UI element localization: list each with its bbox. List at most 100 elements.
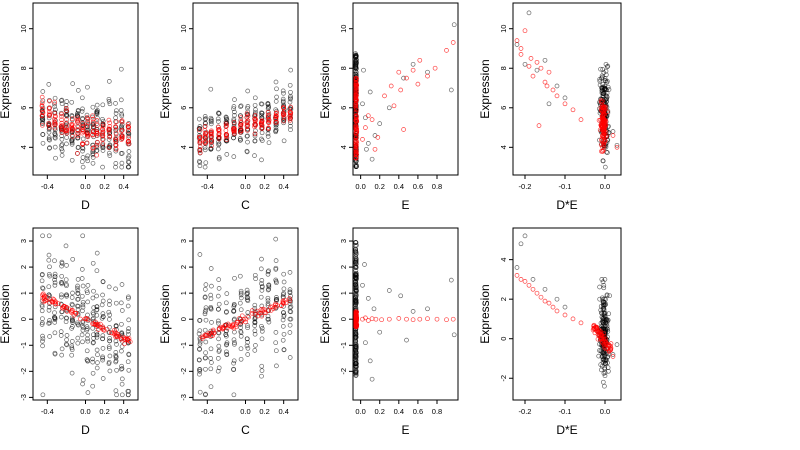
- black-data-point: [197, 124, 203, 129]
- red-data-point: [287, 109, 293, 115]
- black-data-point: [216, 306, 221, 312]
- black-data-point: [448, 277, 454, 283]
- black-data-point: [59, 273, 65, 279]
- black-data-point: [386, 288, 392, 293]
- red-data-point: [398, 87, 404, 93]
- red-data-point: [42, 298, 48, 304]
- red-data-point: [266, 126, 271, 131]
- black-data-point: [80, 339, 85, 345]
- black-data-point: [106, 309, 112, 315]
- y-tick-label: 2: [19, 265, 28, 269]
- black-data-point: [514, 42, 520, 47]
- red-data-point: [126, 135, 131, 141]
- black-data-point: [59, 153, 65, 158]
- black-data-point: [353, 69, 359, 75]
- black-data-point: [353, 287, 359, 293]
- black-data-point: [126, 295, 131, 301]
- black-data-point: [404, 337, 409, 343]
- red-data-point: [425, 316, 430, 322]
- black-data-point: [364, 146, 369, 152]
- black-data-point: [113, 324, 119, 329]
- black-data-point: [216, 330, 222, 336]
- black-data-point: [231, 104, 237, 109]
- red-data-point: [542, 298, 548, 304]
- black-data-point: [119, 164, 125, 170]
- black-data-point: [231, 360, 236, 366]
- black-data-point: [70, 317, 75, 322]
- black-data-point: [252, 328, 258, 334]
- black-data-point: [231, 302, 237, 308]
- red-data-point: [202, 133, 208, 138]
- red-data-point: [401, 127, 406, 132]
- red-data-point: [530, 286, 536, 292]
- black-data-point: [107, 312, 113, 318]
- red-data-point: [63, 121, 69, 127]
- black-data-point: [84, 112, 90, 118]
- black-data-point: [601, 282, 607, 288]
- black-data-point: [113, 300, 119, 306]
- black-data-point: [203, 305, 209, 311]
- black-data-point: [203, 366, 208, 372]
- black-data-point: [223, 328, 229, 334]
- black-data-point: [244, 336, 250, 342]
- y-tick-label: -2: [339, 368, 348, 375]
- black-data-point: [273, 348, 279, 354]
- chart-panel-1: -0.4 0.0 0.2 0.4 4 6 8 10 D Expression: [0, 2, 139, 212]
- black-data-point: [363, 340, 368, 346]
- black-data-point: [59, 97, 65, 103]
- black-data-point: [216, 301, 222, 307]
- red-data-point: [592, 325, 597, 331]
- red-data-point: [62, 303, 67, 309]
- red-data-point: [238, 122, 244, 128]
- black-data-point: [231, 358, 237, 364]
- black-data-point: [46, 271, 52, 277]
- black-data-point: [70, 302, 75, 308]
- y-tick-label: 4: [499, 258, 508, 262]
- black-data-point: [398, 293, 404, 299]
- black-data-point: [197, 371, 202, 377]
- y-tick-label: 10: [19, 25, 28, 33]
- red-data-point: [52, 116, 57, 122]
- y-axis-label: Expression: [158, 59, 172, 118]
- y-tick-label: 1: [19, 291, 28, 295]
- black-data-point: [600, 158, 606, 164]
- red-data-point: [238, 127, 244, 133]
- black-data-point: [273, 127, 279, 133]
- red-data-point: [554, 93, 560, 99]
- black-data-point: [601, 311, 607, 317]
- x-tick-label: 0.2: [99, 182, 109, 191]
- black-data-point: [353, 250, 359, 255]
- black-data-point: [94, 148, 100, 153]
- black-data-point: [259, 130, 265, 136]
- red-data-point: [113, 146, 119, 152]
- black-data-point: [208, 366, 214, 372]
- black-data-point: [203, 317, 209, 323]
- y-tick-label: 4: [339, 145, 348, 149]
- black-data-point: [274, 94, 279, 100]
- red-data-point: [52, 120, 58, 126]
- red-data-point: [265, 109, 271, 115]
- black-data-point: [59, 346, 65, 352]
- black-data-point: [288, 93, 293, 99]
- black-data-point: [107, 142, 113, 148]
- black-data-point: [94, 312, 100, 318]
- red-data-point: [244, 119, 250, 125]
- red-data-point: [550, 87, 556, 93]
- black-data-point: [91, 315, 96, 321]
- y-tick-label: 10: [499, 25, 508, 33]
- black-data-point: [52, 320, 58, 325]
- black-data-point: [546, 101, 552, 107]
- red-data-point: [562, 312, 568, 318]
- x-tick-label: 0.6: [413, 182, 423, 191]
- black-data-point: [202, 287, 208, 292]
- black-data-point: [288, 304, 294, 310]
- black-data-point: [95, 108, 100, 113]
- red-data-point: [217, 326, 222, 331]
- black-data-point: [353, 258, 359, 264]
- black-data-point: [203, 339, 209, 345]
- red-data-point: [281, 118, 286, 124]
- black-data-point: [603, 68, 609, 74]
- red-data-point: [598, 98, 604, 103]
- black-data-point: [281, 271, 287, 277]
- black-data-point: [597, 296, 603, 302]
